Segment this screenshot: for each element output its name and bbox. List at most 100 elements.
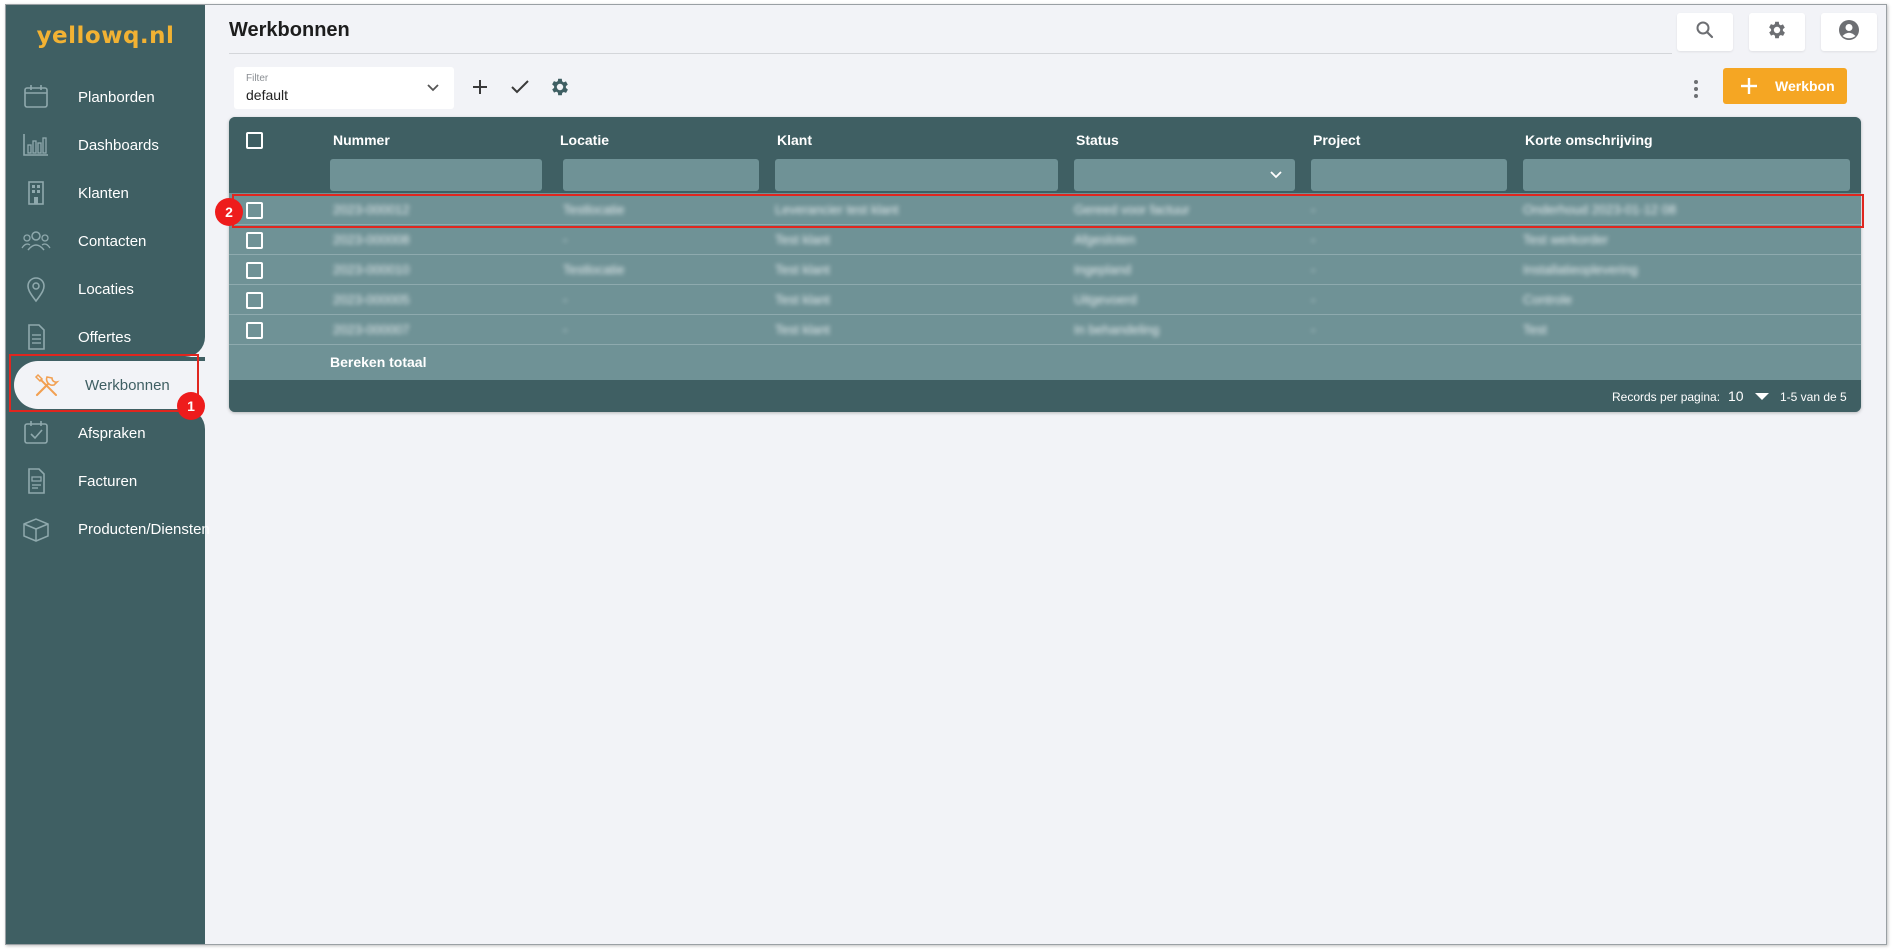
table-row[interactable]: 2023-000010 Testlocatie Test klant Ingep… <box>229 255 1861 285</box>
cell-nummer: 2023-000010 <box>333 262 410 277</box>
sidebar-item-label: Facturen <box>78 472 138 490</box>
column-header-korte-omschrijving[interactable]: Korte omschrijving <box>1525 132 1653 148</box>
row-checkbox[interactable] <box>246 292 263 309</box>
sidebar-item-facturen[interactable]: Facturen <box>6 457 205 505</box>
column-header-nummer[interactable]: Nummer <box>333 132 390 148</box>
people-icon <box>21 227 51 255</box>
document-icon <box>21 323 51 351</box>
row-checkbox[interactable] <box>246 262 263 279</box>
calendar-icon <box>21 83 51 111</box>
plus-icon <box>471 78 489 101</box>
sidebar-item-klanten[interactable]: Klanten <box>6 169 205 217</box>
sidebar-item-label: Werkbonnen <box>85 376 170 394</box>
column-header-locatie[interactable]: Locatie <box>560 132 610 148</box>
bar-chart-icon <box>21 131 51 159</box>
records-per-page-label: Records per pagina: <box>1612 390 1721 404</box>
more-options-button[interactable] <box>1692 79 1700 99</box>
row-checkbox[interactable] <box>246 322 263 339</box>
omschrijving-filter-input[interactable] <box>1523 159 1850 191</box>
chevron-down-icon <box>426 81 440 100</box>
cell-status: In behandeling <box>1074 322 1160 337</box>
filter-label: Filter <box>246 73 269 84</box>
sidebar-item-label: Producten/Diensten <box>78 520 210 538</box>
cell-nummer: 2023-000008 <box>333 232 410 247</box>
nummer-filter-input[interactable] <box>330 159 542 191</box>
caret-down-icon[interactable] <box>1755 393 1769 400</box>
cell-nummer: 2023-000007 <box>333 322 410 337</box>
cell-klant: Test klant <box>775 292 830 307</box>
cell-status: Ingepland <box>1074 262 1132 277</box>
cell-locatie: Testlocatie <box>563 262 625 277</box>
search-icon <box>1695 20 1715 45</box>
sidebar-item-contacten[interactable]: Contacten <box>6 217 205 265</box>
filter-settings-button[interactable] <box>548 77 572 101</box>
table-row[interactable]: 2023-000005 - Test klant Uitgevoerd - Co… <box>229 285 1861 315</box>
cell-locatie: - <box>563 232 568 247</box>
sidebar-item-producten-diensten[interactable]: Producten/Diensten <box>6 505 210 553</box>
sidebar: yellowq.nl Planborden Dashboards Klanten… <box>6 5 210 944</box>
search-button[interactable] <box>1677 13 1733 51</box>
divider <box>229 53 1672 54</box>
sidebar-item-afspraken[interactable]: Afspraken <box>6 409 205 457</box>
column-header-status[interactable]: Status <box>1076 132 1119 148</box>
active-tab-curve <box>185 337 205 357</box>
table-row[interactable]: 2023-000008 - Test klant Afgesloten - Te… <box>229 225 1861 255</box>
cell-klant: Test klant <box>775 262 830 277</box>
table-footer: Records per pagina: 10 1-5 van de 5 <box>229 380 1861 412</box>
cell-project: - <box>1311 262 1316 277</box>
sidebar-item-label: Offertes <box>78 328 132 346</box>
cell-project: - <box>1311 232 1316 247</box>
sidebar-item-locaties[interactable]: Locaties <box>6 265 205 313</box>
add-filter-button[interactable] <box>468 77 492 101</box>
sidebar-item-label: Contacten <box>78 232 147 250</box>
account-button[interactable] <box>1821 13 1877 51</box>
cell-status: Gereed voor factuur <box>1074 202 1190 217</box>
cell-locatie: - <box>563 322 568 337</box>
sidebar-item-dashboards[interactable]: Dashboards <box>6 121 205 169</box>
calculate-total-button[interactable]: Bereken totaal <box>330 354 427 370</box>
page-title: Werkbonnen <box>229 19 350 41</box>
records-per-page-select[interactable]: 10 <box>1728 388 1744 404</box>
table-row[interactable]: 2023-000012 Testlocatie Leverancier test… <box>229 195 1861 225</box>
sidebar-item-label: Klanten <box>78 184 129 202</box>
column-header-klant[interactable]: Klant <box>777 132 812 148</box>
row-checkbox[interactable] <box>246 202 263 219</box>
select-all-checkbox[interactable] <box>246 132 263 149</box>
table-row[interactable]: 2023-000007 - Test klant In behandeling … <box>229 315 1861 345</box>
sidebar-item-planborden[interactable]: Planborden <box>6 73 205 121</box>
annotation-box <box>232 194 1864 228</box>
column-header-project[interactable]: Project <box>1313 132 1361 148</box>
sidebar-item-label: Planborden <box>78 88 155 106</box>
sidebar-item-label: Locaties <box>78 280 134 298</box>
cell-project: - <box>1311 202 1316 217</box>
annotation-marker: 2 <box>215 198 243 226</box>
row-checkbox[interactable] <box>246 232 263 249</box>
sidebar-item-offertes[interactable]: Offertes <box>6 313 205 361</box>
settings-button[interactable] <box>1749 13 1805 51</box>
cell-nummer: 2023-000005 <box>333 292 410 307</box>
klant-filter-input[interactable] <box>775 159 1058 191</box>
cell-locatie: - <box>563 292 568 307</box>
status-filter-select[interactable] <box>1074 159 1295 191</box>
locatie-filter-input[interactable] <box>563 159 759 191</box>
cell-status: Afgesloten <box>1074 232 1136 247</box>
plus-icon <box>1740 77 1758 98</box>
location-pin-icon <box>21 275 51 303</box>
filter-select[interactable]: Filter default <box>234 67 454 109</box>
app-window: yellowq.nl Planborden Dashboards Klanten… <box>5 4 1887 945</box>
app-logo[interactable]: yellowq.nl <box>36 23 175 49</box>
sidebar-item-label: Dashboards <box>78 136 159 154</box>
filter-value: default <box>246 87 289 103</box>
save-filter-button[interactable] <box>508 77 532 101</box>
cell-omschrijving: Onderhoud 2023-01-12 08 <box>1523 202 1677 217</box>
cell-klant: Test klant <box>775 232 830 247</box>
sidebar-item-werkbonnen[interactable]: Werkbonnen <box>14 361 205 409</box>
pagination-range: 1-5 van de 5 <box>1780 390 1847 404</box>
cell-omschrijving: Test <box>1523 322 1547 337</box>
add-werkbon-button[interactable]: Werkbon <box>1723 68 1847 104</box>
table-header: Nummer Locatie Klant Status Project Kort… <box>229 117 1861 193</box>
cell-project: - <box>1311 292 1316 307</box>
annotation-box <box>9 354 199 412</box>
project-filter-input[interactable] <box>1311 159 1507 191</box>
cell-nummer: 2023-000012 <box>333 202 410 217</box>
